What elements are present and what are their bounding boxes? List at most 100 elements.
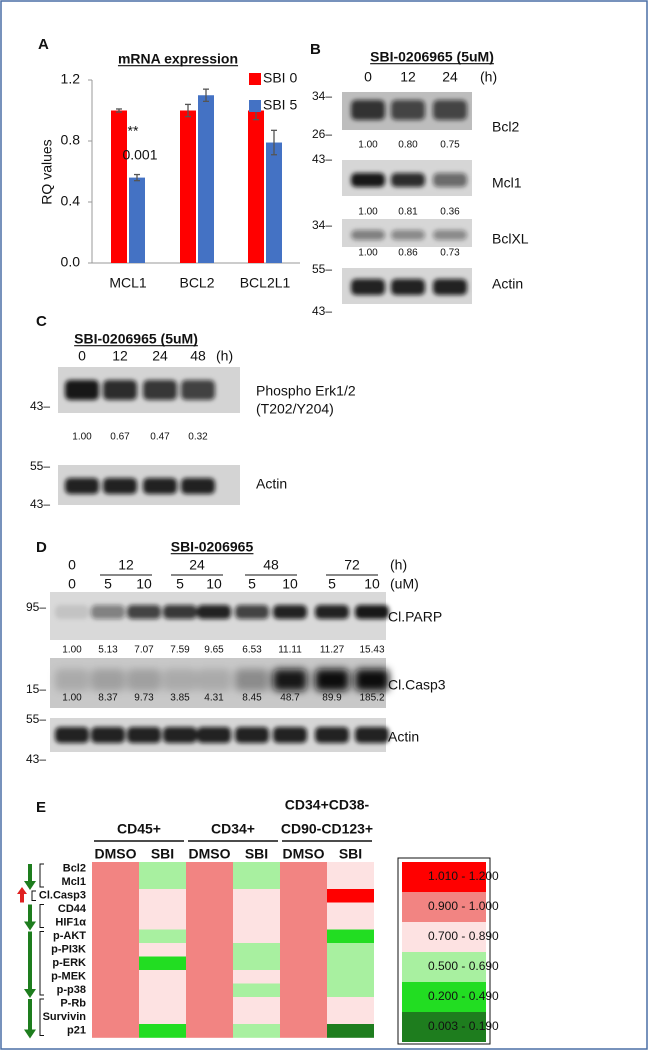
size-marker: 43– [312,304,332,318]
band [273,605,307,619]
bracket [39,863,44,888]
blot-label: Actin [492,276,523,292]
size-marker: 34– [312,218,332,232]
legend-label: SBI 5 [263,97,297,113]
quantification: 1.00 [358,248,378,259]
heatmap-cell [280,983,327,998]
band [127,605,161,619]
size-marker: 15– [26,682,46,696]
row-label: p-MEK [51,971,86,983]
band [163,727,197,743]
heatmap-cell [233,997,280,1011]
row-label: Survivin [43,1011,87,1023]
band [433,100,467,120]
heatmap-cell [186,875,233,890]
size-marker: 43– [30,497,50,511]
quantification: 3.85 [170,693,190,704]
heatmap-cell [139,875,186,890]
heatmap-cell [139,943,186,957]
heatmap-cell [327,889,374,903]
heatmap-cell [92,889,139,903]
legend-swatch [402,1012,486,1042]
heatmap-cell [186,956,233,971]
blot-bands [351,279,467,295]
heatmap-cell [186,862,233,876]
band [197,669,231,691]
band [55,669,89,691]
band [391,100,425,120]
band [127,727,161,743]
band [55,605,89,619]
arrow-down [24,904,36,931]
legend-swatch [249,100,261,112]
heatmap-cell [233,862,280,876]
heatmap-cell [233,916,280,930]
dose-label: 10 [282,576,298,592]
blot-bands [65,478,215,494]
heatmap-cell [186,916,233,930]
blot-label: Bcl2 [492,119,519,135]
heatmap-cell [327,997,374,1011]
band [433,230,467,240]
time-label: 48 [263,557,279,573]
heatmap-cell [280,970,327,984]
band [55,727,89,743]
quantification: 1.00 [358,207,378,218]
row-label: CD44 [58,903,87,915]
band [351,279,385,295]
quantification: 7.07 [134,645,154,656]
dose-label: 10 [364,576,380,592]
row-label: p21 [67,1025,86,1037]
heatmap-cell [92,929,139,944]
quantification: 89.9 [322,693,342,704]
heatmap-cell [139,997,186,1011]
band [235,669,269,691]
blot-label: BclXL [492,231,529,247]
heatmap-cell [92,997,139,1011]
quantification: 0.81 [398,207,418,218]
error-bar [203,88,209,102]
heatmap-cell [327,875,374,890]
quantification: 0.32 [188,432,208,443]
heatmap-cell [186,983,233,998]
time-label: 24 [189,557,205,573]
group-label: CD34+ [211,821,255,837]
error-bar [116,108,122,113]
blot-label: Cl.PARP [388,609,442,625]
bracket [31,890,36,901]
time-label: 12 [118,557,134,573]
band [197,727,231,743]
bar [111,110,127,263]
row-label: p-ERK [52,957,86,969]
dose-unit: (uM) [390,576,419,592]
row-label: Mcl1 [62,876,86,888]
legend-label: SBI 0 [263,70,297,86]
heatmap-cell [280,1010,327,1025]
quantification: 0.86 [398,248,418,259]
heatmap-cell [327,970,374,984]
band [315,727,349,743]
blot-label: Actin [388,729,419,745]
lane-label: 0 [78,348,86,364]
panel-label: E [36,799,46,816]
band [351,100,385,120]
bar [266,142,282,263]
legend-label: 0.900 - 1.000 [428,899,499,913]
panel-label: C [36,313,47,330]
band [235,605,269,619]
legend-label: 0.500 - 0.690 [428,959,499,973]
condition-label: SBI [151,846,174,862]
heatmap-cell [327,1010,374,1025]
legend-swatch [402,922,486,952]
heatmap-cell [139,1024,186,1038]
quantification: 8.37 [98,693,118,704]
heatmap-cell [327,1024,374,1038]
quantification: 7.59 [170,645,190,656]
row-label: HIF1α [55,917,86,929]
legend-label: 1.010 - 1.200 [428,869,499,883]
heatmap-cell [327,983,374,998]
legend-swatch [402,862,486,892]
treatment: SBI-0206965 [171,539,254,555]
band [163,669,197,691]
quantification: 11.11 [278,645,302,656]
